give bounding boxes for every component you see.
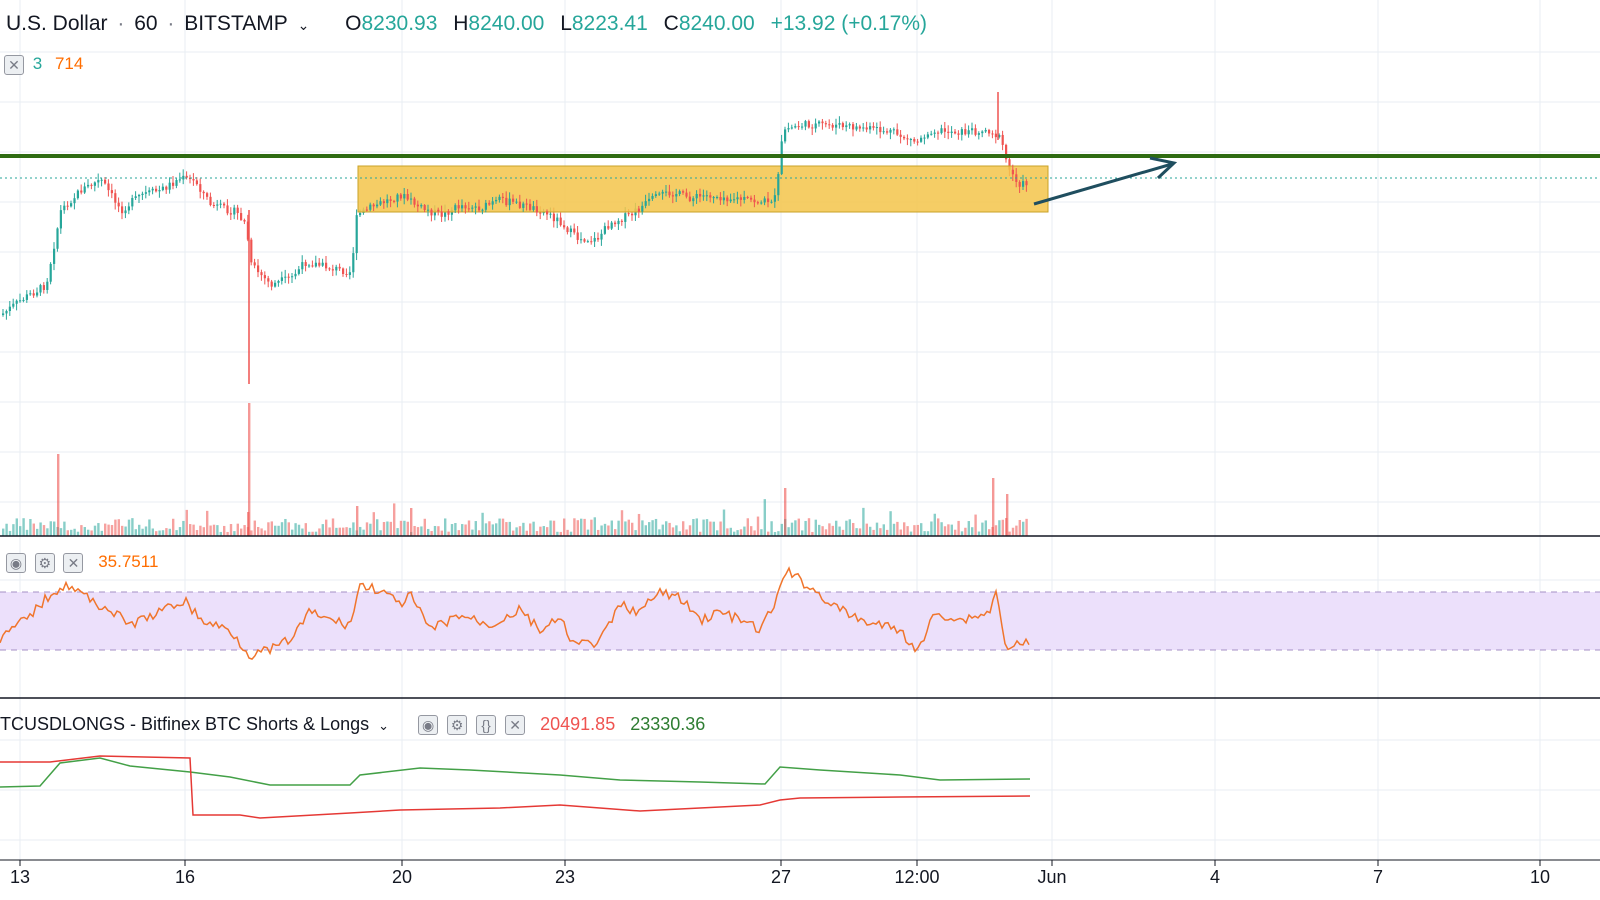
price-candles[interactable] [2, 92, 1011, 384]
shorts-line [0, 755, 1031, 819]
close-label: C [663, 12, 679, 35]
longs-line [0, 757, 1031, 788]
exchange[interactable]: BITSTAMP [184, 12, 288, 35]
time-axis-ticks [19, 860, 1541, 866]
time-axis-label: 23 [554, 867, 576, 887]
volume-value-1: 3 [32, 54, 43, 73]
volume-value-2: 714 [54, 54, 84, 73]
price-candles-over-zone [365, 134, 1028, 222]
low-label: L [560, 12, 572, 35]
gear-icon[interactable]: ⚙ [447, 715, 468, 736]
open-label: O [345, 12, 362, 35]
open-value: 8230.93 [361, 12, 438, 35]
interval[interactable]: 60 [134, 12, 158, 35]
shorts-value: 20491.85 [540, 714, 616, 734]
shorts-longs-pane [0, 755, 1031, 819]
close-icon[interactable]: ✕ [4, 54, 24, 75]
time-axis-label: 16 [174, 867, 196, 887]
time-axis-label: 27 [770, 867, 792, 887]
volume-bars [2, 403, 1028, 536]
close-icon[interactable]: ✕ [63, 552, 84, 573]
eye-icon[interactable]: ◉ [418, 715, 439, 736]
high-value: 8240.00 [468, 12, 545, 35]
projection-arrow[interactable] [1033, 156, 1178, 206]
close-icon[interactable]: ✕ [505, 715, 526, 736]
change-value: +13.92 (+0.17%) [770, 12, 928, 35]
main-legend: U.S. Dollar · 60 · BITSTAMP ⌄ O8230.93 H… [6, 12, 927, 36]
time-axis-label: 12:00 [894, 867, 940, 887]
separator: · [167, 12, 175, 35]
gear-icon[interactable]: ⚙ [34, 552, 55, 573]
time-axis-label: 7 [1372, 867, 1384, 887]
separator: · [117, 12, 125, 35]
code-icon[interactable]: {} [476, 715, 497, 736]
longs-legend: TCUSDLONGS - Bitfinex BTC Shorts & Longs… [0, 714, 706, 736]
rsi-band [0, 592, 1600, 650]
close-value: 8240.00 [678, 12, 755, 35]
time-axis-label: 20 [391, 867, 413, 887]
time-axis-label: 13 [9, 867, 31, 887]
rsi-line [0, 566, 1030, 660]
rsi-legend: ◉ ⚙ ✕ 35.7511 [6, 552, 158, 573]
consolidation-zone[interactable] [357, 165, 1049, 213]
chevron-down-icon[interactable]: ⌄ [297, 17, 310, 33]
rsi-pane [0, 566, 1600, 660]
eye-icon[interactable]: ◉ [6, 552, 26, 573]
low-value: 8223.41 [571, 12, 648, 35]
time-axis-label: Jun [1037, 867, 1067, 887]
rsi-value: 35.7511 [98, 552, 159, 571]
symbol-name[interactable]: U.S. Dollar [6, 12, 108, 35]
time-axis-label: 4 [1209, 867, 1221, 887]
high-label: H [453, 12, 469, 35]
volume-legend: ✕ 3 714 [4, 54, 83, 75]
time-axis-label: 10 [1529, 867, 1551, 887]
longs-value: 23330.36 [630, 714, 706, 734]
chevron-down-icon[interactable]: ⌄ [378, 718, 390, 733]
indicator-title[interactable]: TCUSDLONGS - Bitfinex BTC Shorts & Longs [0, 714, 370, 734]
